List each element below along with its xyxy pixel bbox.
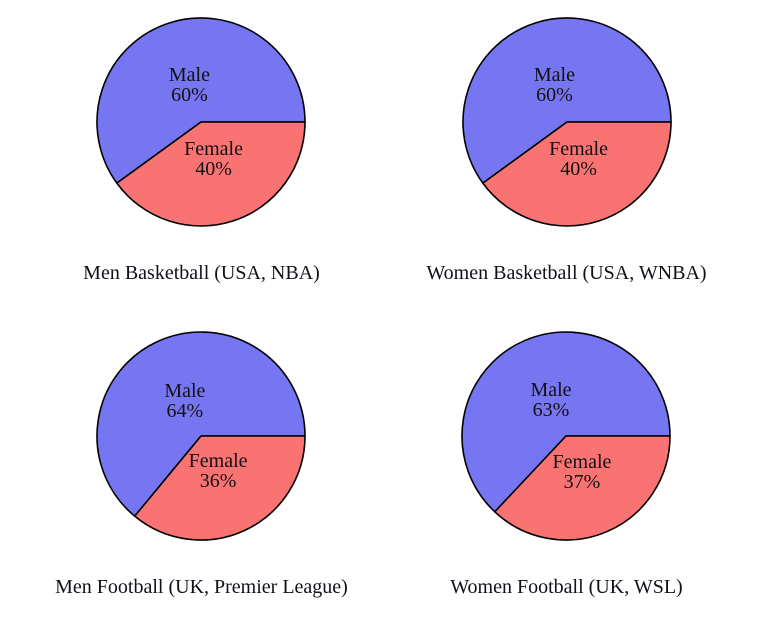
charts-grid: Male 60% Female 40% Men Basketball (USA, NB… [0,16,762,599]
pie-chart-men-football: Male 64% Female 36% [95,330,307,542]
pie-slice-male [96,17,307,184]
pie-chart-men-basketball: Male 60% Female 40% [95,16,307,228]
pie-slice-male [96,331,307,517]
pie-caption-men-basketball: Men Basketball (USA, NBA) [83,262,320,284]
pie-caption-women-football: Women Football (UK, WSL) [450,576,683,598]
pie-svg [461,331,672,541]
cell-men-basketball: Male 60% Female 40% Men Basketball (USA, NB… [0,16,381,285]
pie-chart-women-basketball: Male 60% Female 40% [461,16,673,228]
pie-caption-men-football: Men Football (UK, Premier League) [55,576,348,598]
cell-inner: Male 60% Female 40% Men Basketball (USA, NB… [83,16,320,285]
pie-chart-women-football: Male 63% Female 37% [460,330,672,542]
pie-slice-female [481,121,672,227]
cell-women-football: Male 63% Female 37% Women Football (UK, WSL… [381,330,762,599]
pie-caption-women-basketball: Women Basketball (USA, WNBA) [426,262,707,284]
pie-slice-female [494,435,672,541]
pie-slice-male [461,331,672,513]
pie-slice-male [461,17,672,184]
cell-inner: Male 64% Female 36% Men Football (UK, Premi… [55,330,348,599]
pie-svg [461,17,672,227]
pie-slice-female [134,435,307,541]
pie-svg [96,17,307,227]
pie-svg [96,331,307,541]
cell-inner: Male 60% Female 40% Women Basketball (USA, … [426,16,707,285]
cell-men-football: Male 64% Female 36% Men Football (UK, Premi… [0,330,381,599]
cell-inner: Male 63% Female 37% Women Football (UK, WSL… [450,330,683,599]
pie-slice-female [116,121,307,227]
cell-women-basketball: Male 60% Female 40% Women Basketball (USA, … [381,16,762,285]
